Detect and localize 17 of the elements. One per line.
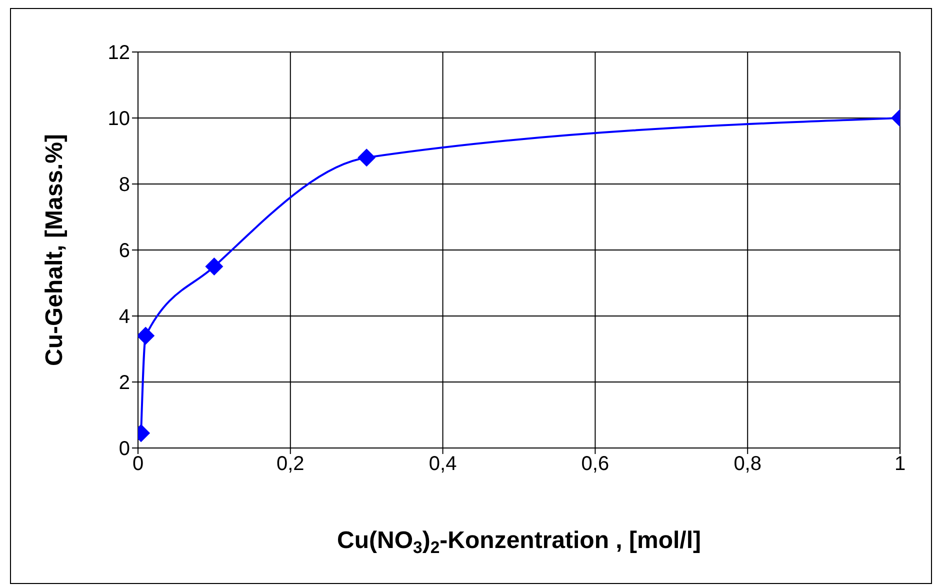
x-tick-label: 0,4 xyxy=(428,453,457,476)
x-tick-label: 0,6 xyxy=(581,453,610,476)
x-tick-label: 0,8 xyxy=(734,453,762,476)
y-tick-label: 2 xyxy=(118,372,130,394)
y-tick-label: 8 xyxy=(118,174,130,196)
y-tick-label: 4 xyxy=(118,306,130,328)
y-tick-label: 0 xyxy=(118,438,130,460)
y-tick-label: 12 xyxy=(108,42,130,64)
y-tick-label: 6 xyxy=(118,240,130,262)
y-tick-label: 10 xyxy=(108,108,130,130)
point xyxy=(138,326,155,345)
point xyxy=(205,258,224,276)
x-tick-label: 0,2 xyxy=(276,453,304,476)
x-tick-label: 1 xyxy=(894,453,906,476)
x-axis-title: Cu(NO$_{3}$)$_{2}$-Konzentration , [mol/l] xyxy=(337,527,701,558)
point xyxy=(358,148,376,167)
y-axis-title: Cu-Gehalt, [Mass.%] xyxy=(41,134,68,366)
